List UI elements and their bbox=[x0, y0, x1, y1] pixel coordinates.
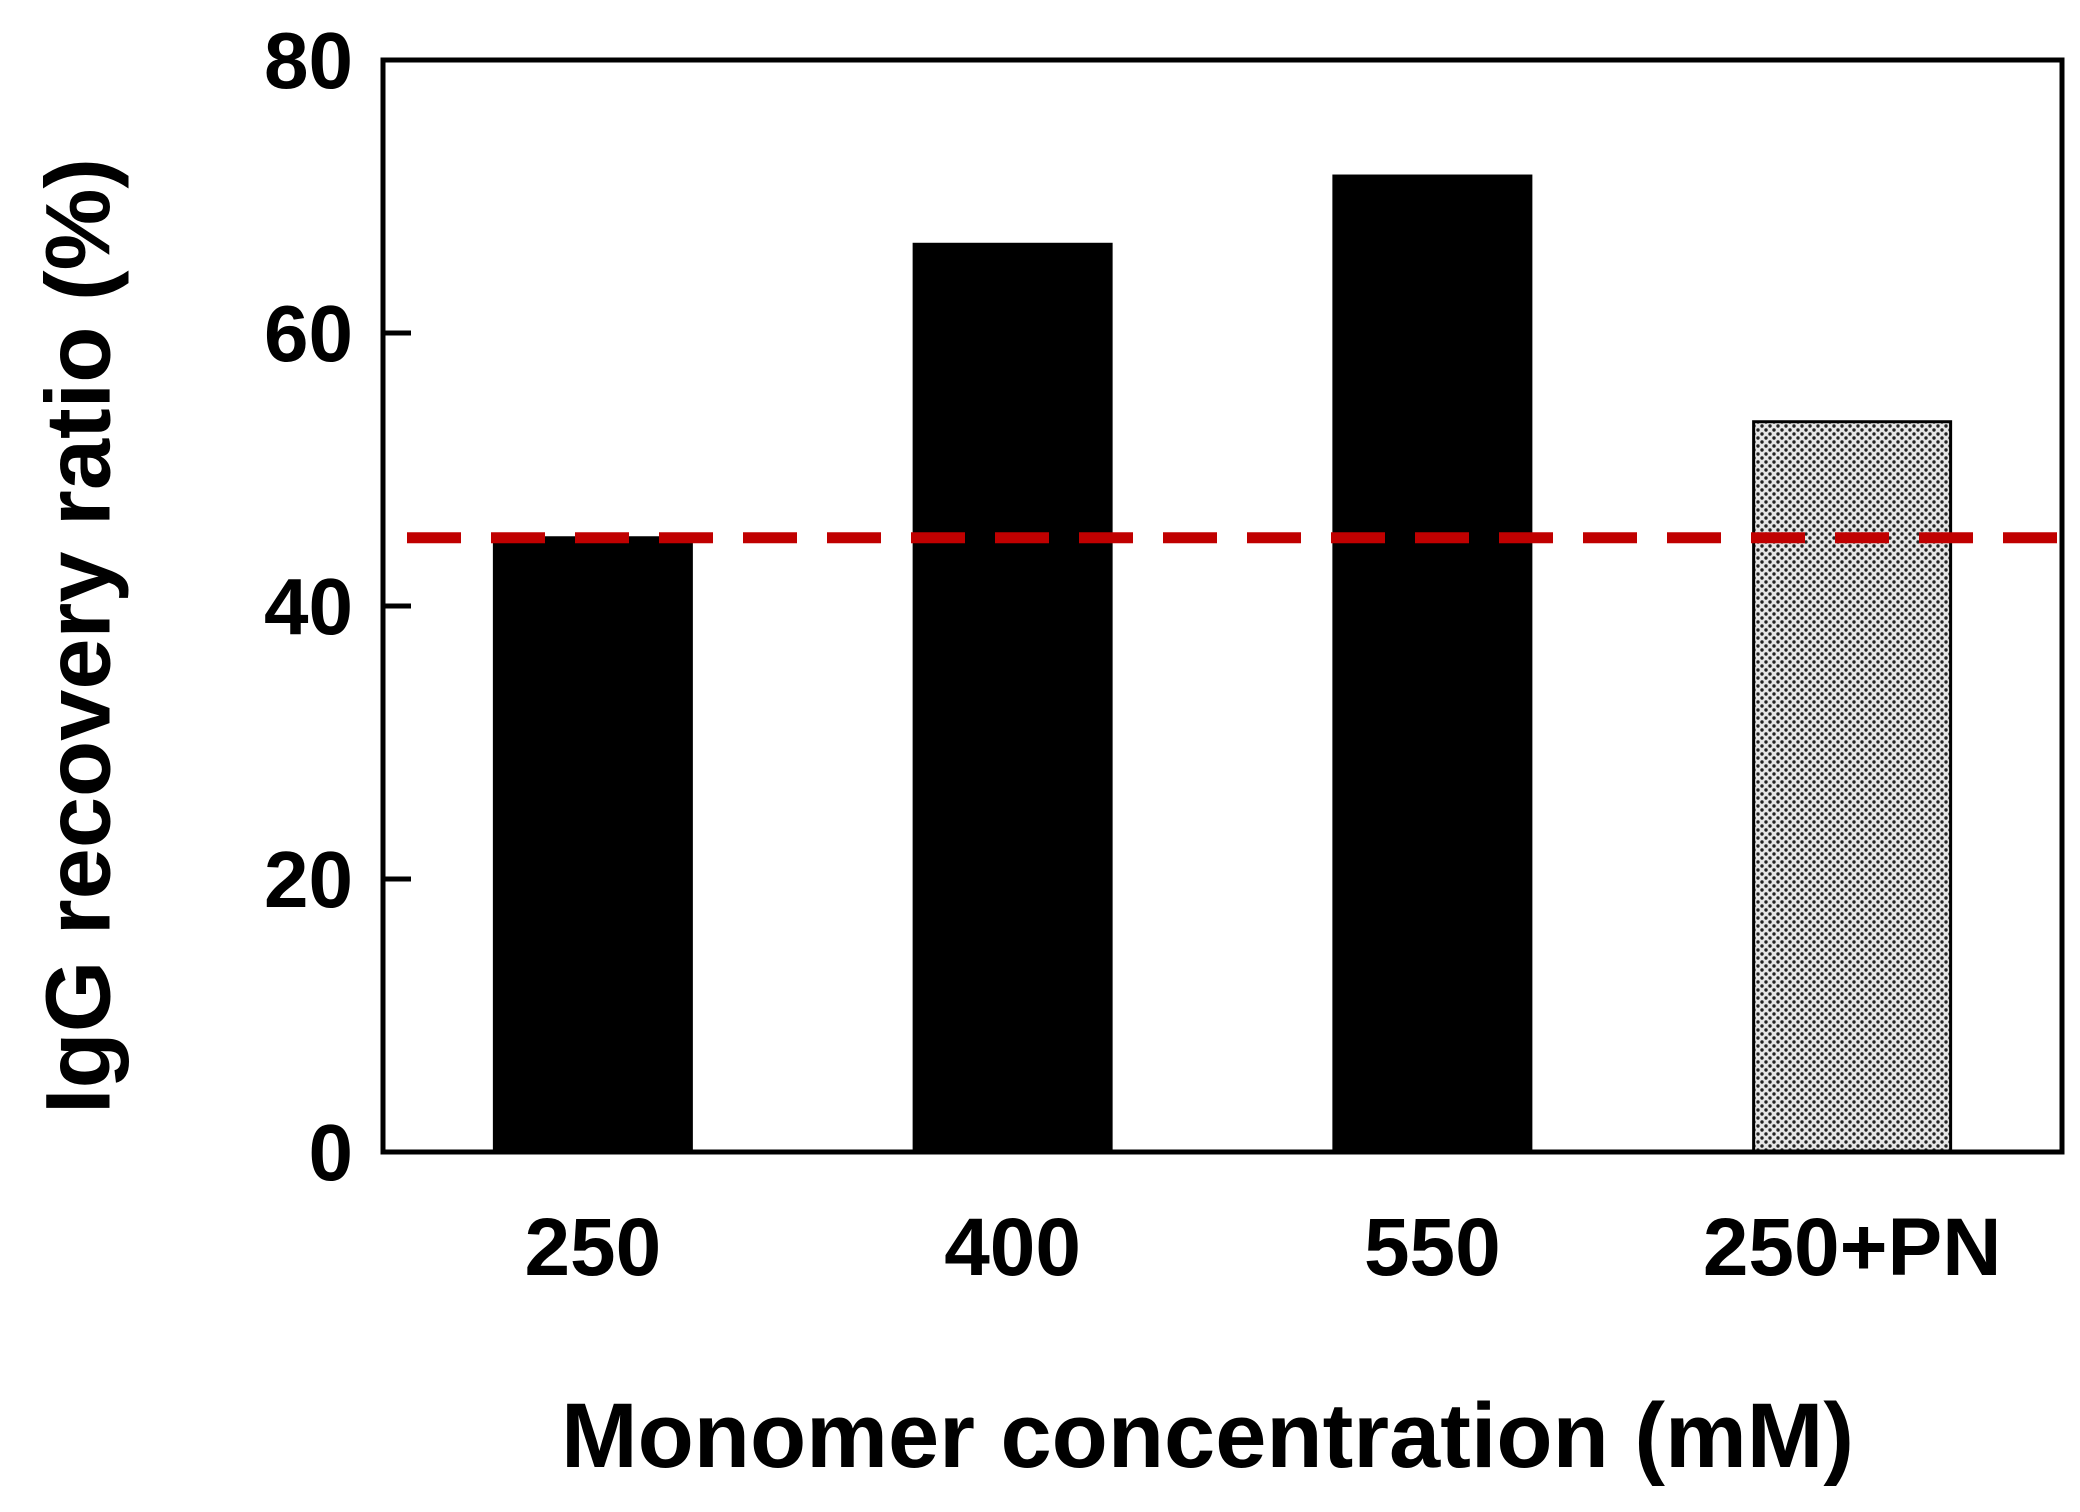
y-tick-label: 20 bbox=[264, 835, 353, 924]
bar-250 bbox=[492, 536, 693, 1154]
x-axis-title: Monomer concentration (mM) bbox=[561, 1385, 1854, 1487]
y-tick-label: 0 bbox=[309, 1108, 354, 1197]
x-tick-label: 550 bbox=[1364, 1202, 1501, 1293]
x-tick-label: 250+PN bbox=[1703, 1202, 2002, 1293]
x-tick-label: 400 bbox=[944, 1202, 1081, 1293]
y-tick-label: 60 bbox=[264, 289, 353, 378]
y-tick-label: 80 bbox=[264, 16, 353, 105]
x-tick-label: 250 bbox=[524, 1202, 661, 1293]
bar-250+PN bbox=[1752, 420, 1953, 1154]
y-axis-title: IgG recovery ratio (%) bbox=[27, 158, 129, 1114]
bar-400 bbox=[912, 242, 1113, 1154]
y-tick-label: 40 bbox=[264, 562, 353, 651]
bar-550 bbox=[1332, 174, 1533, 1154]
